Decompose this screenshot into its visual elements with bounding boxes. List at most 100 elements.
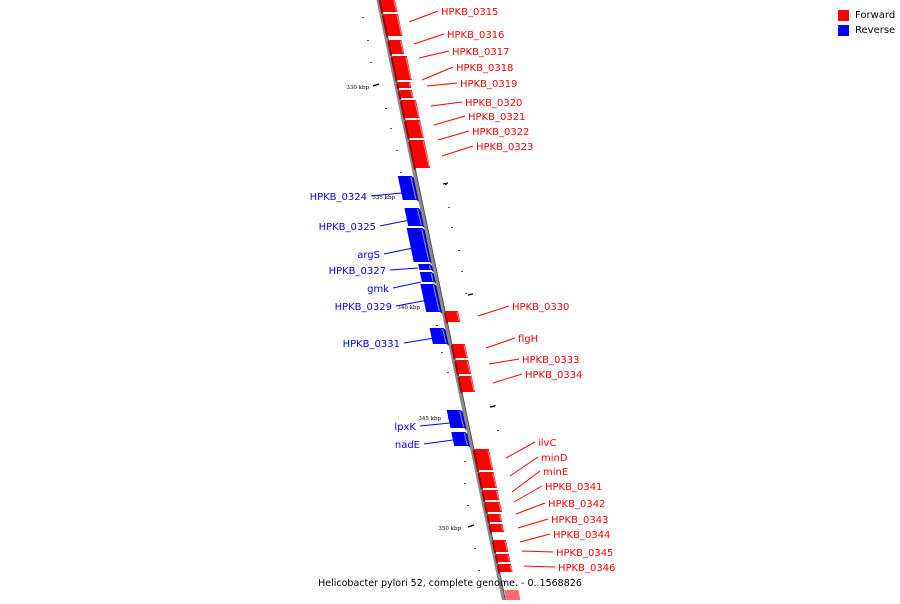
reverse-gene-label-1: HPKB_0325 (319, 222, 376, 233)
scale-dot-15 (447, 372, 449, 373)
forward-leader-10 (485, 337, 516, 349)
forward-gene-edge-1 (396, 14, 403, 36)
forward-gene-side-14 (477, 472, 483, 490)
forward-gene-side-7 (404, 120, 410, 140)
reverse-gene-edge-3 (428, 264, 431, 270)
reverse-gene-edge-5 (432, 284, 440, 312)
forward-gene-label-16: HPKB_0341 (545, 482, 602, 493)
forward-gene-edge-2 (399, 40, 404, 54)
reverse-gene-side-0 (411, 176, 419, 202)
forward-leader-19 (519, 533, 551, 543)
forward-gene-label-15: minE (543, 467, 568, 478)
forward-gene-side-16 (483, 502, 489, 514)
forward-gene-edge-12 (470, 376, 475, 392)
forward-gene-label-9: HPKB_0330 (512, 302, 569, 313)
reverse-gene-side-5 (434, 284, 443, 314)
forward-gene-side-3 (390, 56, 398, 82)
reverse-gene-label-5: HPKB_0329 (335, 302, 392, 313)
forward-gene-block-5 (399, 90, 414, 98)
forward-gene-block-20 (496, 554, 511, 562)
reverse-leader-7 (419, 422, 451, 427)
scale-dot-0 (362, 17, 364, 18)
forward-gene-label-12: HPKB_0334 (525, 370, 582, 381)
forward-gene-block-4 (398, 82, 412, 88)
forward-gene-edge-9 (456, 311, 460, 322)
reverse-gene-edge-6 (442, 328, 447, 344)
reverse-gene-side-4 (431, 272, 436, 284)
scale-dot-20 (467, 505, 469, 506)
forward-gene-label-6: HPKB_0321 (468, 112, 525, 123)
forward-gene-label-11: HPKB_0333 (522, 355, 579, 366)
forward-gene-block-9 (445, 311, 461, 322)
genome-caption: Helicobacter pylori 52, complete genome.… (318, 578, 582, 589)
scale-dot-16 (494, 405, 496, 406)
forward-gene-side-5 (397, 90, 402, 100)
reverse-gene-label-3: HPKB_0327 (329, 266, 386, 277)
scale-dot-19 (464, 483, 466, 484)
reverse-gene-edge-1 (416, 208, 422, 226)
reverse-gene-label-4: gmk (367, 284, 389, 295)
forward-gene-block-16 (485, 502, 503, 512)
reverse-gene-edge-4 (430, 272, 434, 282)
forward-gene-edge-11 (466, 360, 471, 374)
scale-dot-23 (504, 596, 506, 597)
reverse-gene-edge-0 (410, 176, 417, 200)
forward-gene-edge-8 (422, 140, 430, 168)
forward-leader-15 (511, 470, 541, 493)
scale-dot-22 (478, 570, 480, 571)
scale-dot-12 (465, 293, 467, 294)
forward-gene-label-0: HPKB_0315 (441, 7, 498, 18)
forward-gene-side-13 (472, 449, 480, 472)
forward-gene-block-15 (483, 490, 500, 500)
reverse-gene-label-2: argS (357, 250, 380, 261)
reverse-leader-5 (395, 299, 429, 307)
forward-gene-edge-17 (498, 514, 502, 522)
scale-dot-6 (400, 172, 402, 173)
forward-gene-label-13: ilvC (538, 438, 556, 449)
forward-gene-block-18 (490, 524, 505, 532)
forward-gene-label-14: minD (541, 453, 568, 464)
forward-gene-side-17 (486, 514, 491, 524)
forward-gene-edge-0 (393, 0, 397, 12)
forward-leader-9 (477, 305, 510, 317)
forward-gene-side-12 (457, 376, 463, 394)
reverse-gene-label-7: lpxK (394, 422, 416, 433)
forward-leader-11 (488, 358, 520, 365)
scale-label-1: 335 kbp (372, 195, 395, 201)
forward-leader-18 (517, 518, 549, 529)
forward-leader-21 (523, 565, 556, 568)
forward-gene-label-21: HPKB_0346 (558, 563, 615, 574)
reverse-gene-block-2 (406, 228, 430, 262)
scale-dot-2 (370, 62, 372, 63)
forward-gene-edge-14 (492, 472, 497, 488)
forward-gene-block-21 (498, 564, 513, 572)
reverse-leader-0 (370, 192, 403, 197)
reverse-gene-edge-2 (421, 228, 430, 262)
scale-dot-9 (451, 227, 453, 228)
forward-gene-label-8: HPKB_0323 (476, 142, 533, 153)
forward-gene-block-8 (410, 140, 431, 168)
forward-gene-label-10: flgH (518, 334, 538, 345)
scale-dot-17 (497, 430, 499, 431)
scale-dot-4 (390, 128, 392, 129)
forward-leader-4 (426, 82, 458, 87)
scale-dot-7 (445, 184, 447, 185)
reverse-gene-side-7 (460, 410, 467, 430)
reverse-gene-side-2 (422, 228, 432, 264)
scale-dash-2 (489, 405, 496, 408)
reverse-gene-block-4 (419, 272, 434, 282)
legend: Forward Reverse (838, 8, 898, 38)
forward-gene-side-6 (399, 100, 406, 120)
scale-label-3: 345 kbp (418, 416, 441, 422)
forward-gene-edge-10 (463, 344, 468, 358)
forward-gene-edge-13 (487, 449, 493, 470)
reverse-gene-label-0: HPKB_0324 (310, 192, 367, 203)
forward-gene-edge-4 (408, 82, 411, 88)
forward-gene-edge-21 (509, 564, 513, 572)
forward-gene-label-5: HPKB_0320 (465, 98, 522, 109)
forward-leader-8 (441, 145, 474, 157)
reverse-leader-3 (389, 267, 419, 271)
forward-gene-edge-16 (498, 502, 502, 512)
forward-gene-side-9 (443, 311, 449, 324)
